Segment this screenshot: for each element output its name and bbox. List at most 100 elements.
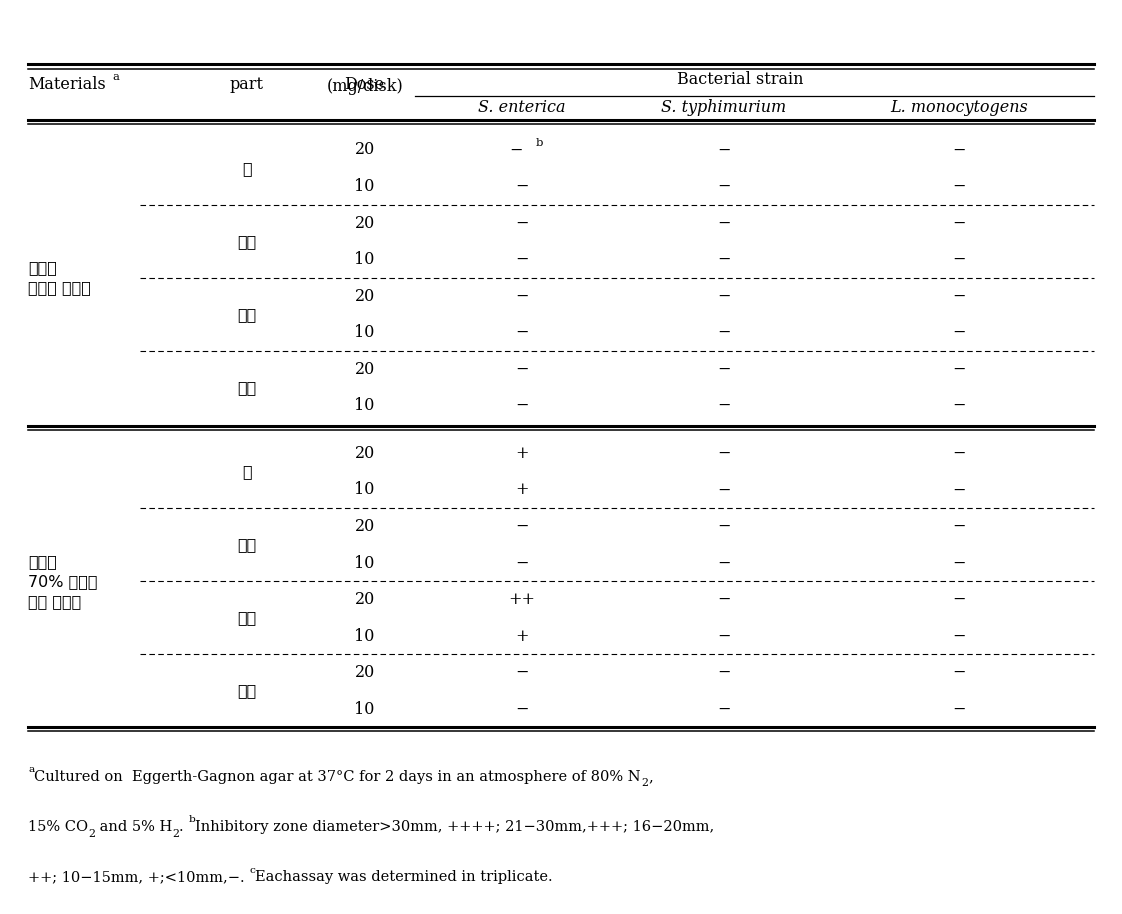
Text: −: − [953,555,966,571]
Text: 2: 2 [641,779,647,788]
Text: −: − [515,251,528,268]
Text: Dose: Dose [344,76,385,93]
Text: +: + [515,482,528,498]
Text: 10: 10 [355,701,375,717]
Text: 10: 10 [355,251,375,268]
Text: −: − [515,555,528,571]
Text: −: − [717,518,730,535]
Text: −: − [953,445,966,462]
Text: −: − [717,664,730,681]
Text: S. typhimurium: S. typhimurium [661,100,787,116]
Text: −: − [717,178,730,195]
Text: −: − [717,591,730,608]
Text: 20: 20 [355,591,375,608]
Text: Materials: Materials [28,76,105,93]
Text: Bacterial strain: Bacterial strain [678,71,803,89]
Text: −: − [717,398,730,414]
Text: 10: 10 [355,324,375,341]
Text: a: a [28,765,35,774]
Text: −: − [515,398,528,414]
Text: −: − [515,701,528,717]
Text: 열매: 열매 [237,684,257,698]
Text: −: − [515,518,528,535]
Text: 20: 20 [355,518,375,535]
Text: 20: 20 [355,361,375,377]
Text: 메탄올 추출물: 메탄올 추출물 [28,281,91,295]
Text: −: − [953,482,966,498]
Text: −: − [515,288,528,304]
Text: −: − [515,361,528,377]
Text: 10: 10 [355,178,375,195]
Text: −: − [515,324,528,341]
Text: +: + [515,445,528,462]
Text: +: + [515,628,528,644]
Text: 20: 20 [355,664,375,681]
Text: −: − [953,591,966,608]
Text: Cultured on  Eggerth-Gagnon agar at 37°C for 2 days in an atmosphere of 80% N: Cultured on Eggerth-Gagnon agar at 37°C … [35,770,641,784]
Text: −: − [953,215,966,231]
Text: −: − [717,215,730,231]
Text: 10: 10 [355,482,375,498]
Text: 뜹나모: 뜹나모 [28,260,57,275]
Text: 뜨리: 뜨리 [237,611,257,625]
Text: 2: 2 [173,829,180,838]
Text: 잎: 잎 [242,464,251,479]
Text: 줄기: 줄기 [237,234,257,249]
Text: −: − [515,215,528,231]
Text: −: − [717,142,730,158]
Text: S. enterica: S. enterica [478,100,565,116]
Text: ++: ++ [508,591,535,608]
Text: 2: 2 [89,829,95,838]
Text: −: − [717,482,730,498]
Text: L. monocytogens: L. monocytogens [891,100,1028,116]
Text: ,: , [647,770,653,784]
Text: −: − [515,664,528,681]
Text: −: − [953,518,966,535]
Text: −: − [717,361,730,377]
Text: −: − [953,288,966,304]
Text: .: . [180,820,188,834]
Text: −: − [717,288,730,304]
Text: 20: 20 [355,288,375,304]
Text: −: − [953,664,966,681]
Text: 20: 20 [355,215,375,231]
Text: −: − [717,445,730,462]
Text: −: − [953,324,966,341]
Text: 70% 에탄올: 70% 에탄올 [28,574,98,589]
Text: −: − [953,251,966,268]
Text: and 5% H: and 5% H [95,820,173,834]
Text: ++; 10−15mm, +;<10mm,−.: ++; 10−15mm, +;<10mm,−. [28,870,249,885]
Text: 10: 10 [355,628,375,644]
Text: −: − [717,555,730,571]
Text: −: − [515,178,528,195]
Text: a: a [112,72,119,82]
Text: (mg/disk): (mg/disk) [327,78,403,95]
Text: b: b [535,138,543,147]
Text: −: − [953,142,966,158]
Text: −: − [509,142,523,158]
Text: −: − [953,701,966,717]
Text: −: − [953,628,966,644]
Text: 열당 추출물: 열당 추출물 [28,594,81,609]
Text: 열매: 열매 [237,380,257,395]
Text: −: − [717,324,730,341]
Text: Eachassay was determined in triplicate.: Eachassay was determined in triplicate. [255,870,553,885]
Text: Inhibitory zone diameter>30mm, ++++; 21−30mm,+++; 16−20mm,: Inhibitory zone diameter>30mm, ++++; 21−… [195,820,715,834]
Text: part: part [230,76,264,93]
Text: b: b [188,815,195,824]
Text: −: − [717,628,730,644]
Text: 20: 20 [355,445,375,462]
Text: 뜹나모: 뜹나모 [28,554,57,569]
Text: −: − [953,178,966,195]
Text: 10: 10 [355,398,375,414]
Text: −: − [717,251,730,268]
Text: c: c [249,866,255,875]
Text: −: − [953,398,966,414]
Text: 15% CO: 15% CO [28,820,89,834]
Text: 20: 20 [355,142,375,158]
Text: −: − [717,701,730,717]
Text: 줄기: 줄기 [237,537,257,552]
Text: 뜨리: 뜨리 [237,307,257,322]
Text: −: − [953,361,966,377]
Text: 10: 10 [355,555,375,571]
